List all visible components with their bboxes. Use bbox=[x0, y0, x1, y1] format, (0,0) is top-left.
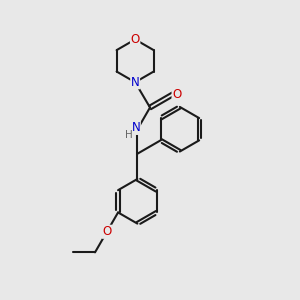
Text: H: H bbox=[125, 130, 133, 140]
Text: O: O bbox=[102, 225, 112, 238]
Text: O: O bbox=[172, 88, 182, 100]
Text: N: N bbox=[131, 76, 140, 89]
Text: N: N bbox=[131, 122, 140, 134]
Text: O: O bbox=[130, 33, 140, 46]
